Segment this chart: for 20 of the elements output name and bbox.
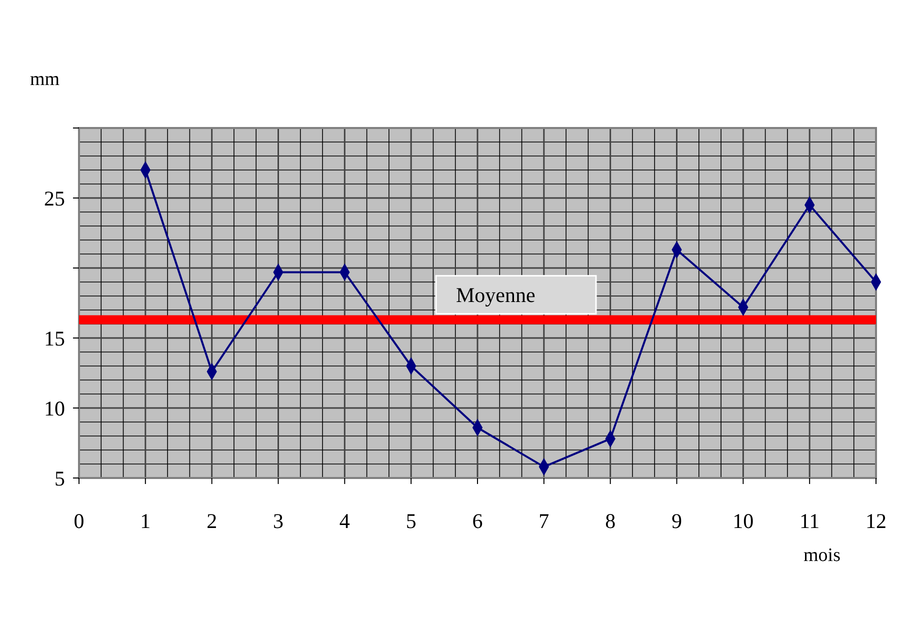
x-tick-label: 12 [866, 509, 886, 533]
x-tick-label: 10 [732, 509, 754, 533]
y-tick-label: 5 [54, 466, 65, 490]
x-tick-label: 8 [605, 509, 616, 533]
x-tick-label: 5 [406, 509, 416, 533]
x-tick-label: 3 [273, 509, 284, 533]
ref-line-label: Moyenne [456, 282, 536, 307]
y-tick-label: 10 [44, 396, 65, 420]
x-axis-title: mois [804, 545, 840, 566]
y-tick-label: 15 [44, 326, 65, 350]
y-axis-title: mm [30, 69, 60, 90]
x-tick-label: 6 [472, 509, 483, 533]
x-tick-label: 0 [74, 509, 84, 533]
x-tick-label: 2 [206, 509, 218, 533]
x-tick-label: 1 [140, 509, 151, 533]
x-tick-label: 4 [339, 509, 350, 533]
x-tick-label: 7 [538, 509, 550, 533]
y-tick-label: 25 [44, 186, 65, 210]
x-tick-label: 11 [799, 509, 820, 533]
x-tick-label: 9 [672, 509, 682, 533]
